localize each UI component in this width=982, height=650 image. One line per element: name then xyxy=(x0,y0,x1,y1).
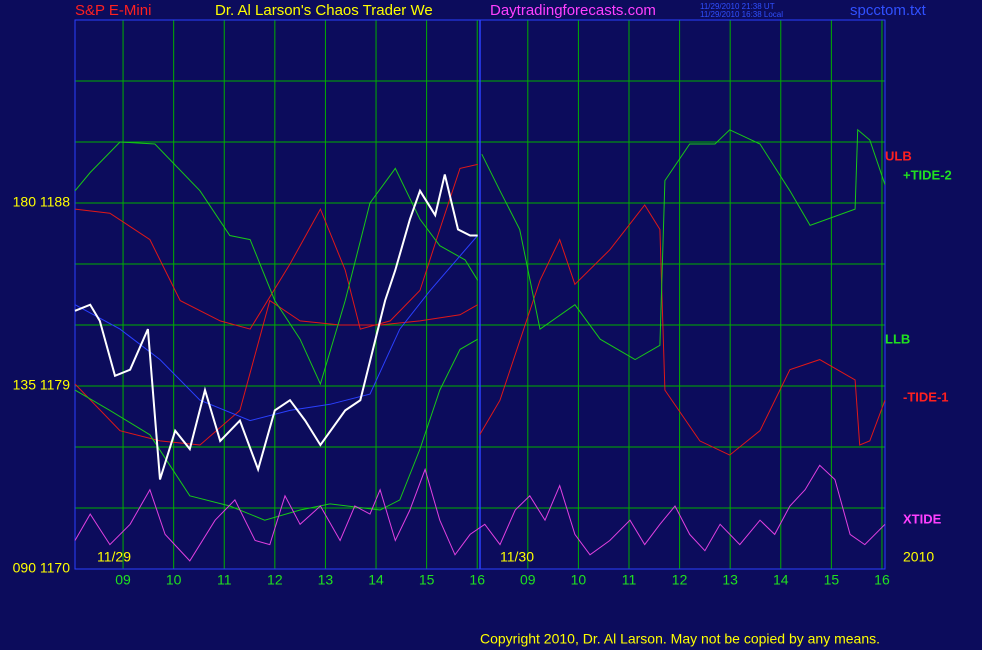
series-line xyxy=(74,128,886,386)
x-tick-label: 16 xyxy=(469,572,485,588)
line-label: LLB xyxy=(885,331,910,346)
timestamp-ut: 11/29/2010 21:38 UT xyxy=(700,2,775,11)
x-tick-label: 11 xyxy=(622,572,637,588)
x-tick-label: 10 xyxy=(571,572,587,588)
y-tick-label: 090 1170 xyxy=(13,560,71,576)
date-label: 11/29 xyxy=(97,549,131,565)
line-label: +TIDE-2 xyxy=(903,167,952,182)
line-label: -TIDE-1 xyxy=(903,389,949,404)
line-label: XTIDE xyxy=(903,511,942,526)
x-tick-label: 15 xyxy=(824,572,840,588)
x-tick-label: 13 xyxy=(722,572,738,588)
x-tick-label: 14 xyxy=(368,572,384,588)
x-tick-label: 15 xyxy=(419,572,435,588)
x-tick-label: 11 xyxy=(217,572,232,588)
file-name: spcctom.txt xyxy=(850,2,927,19)
x-tick-label: 10 xyxy=(166,572,182,588)
series-line xyxy=(74,174,478,480)
site: Daytradingforecasts.com xyxy=(490,2,656,19)
chart-title: Dr. Al Larson's Chaos Trader We xyxy=(215,2,433,19)
x-tick-label: 09 xyxy=(115,572,131,588)
line-label: ULB xyxy=(885,148,912,163)
y-tick-label: 135 1179 xyxy=(13,377,71,393)
x-tick-label: 12 xyxy=(267,572,283,588)
copyright: Copyright 2010, Dr. Al Larson. May not b… xyxy=(480,631,880,647)
x-tick-label: 13 xyxy=(318,572,334,588)
y-tick-label: 180 1188 xyxy=(13,194,71,210)
x-tick-label: 14 xyxy=(773,572,789,588)
timestamp-local: 11/29/2010 16:38 Local xyxy=(700,10,783,19)
x-tick-label: 12 xyxy=(672,572,688,588)
instrument: S&P E-Mini xyxy=(75,2,151,19)
series-line xyxy=(74,464,886,562)
date-label: 2010 xyxy=(903,549,934,565)
x-tick-label: 16 xyxy=(874,572,890,588)
x-tick-label: 09 xyxy=(520,572,536,588)
date-label: 11/30 xyxy=(500,549,534,565)
series-line xyxy=(74,235,479,422)
series-line xyxy=(74,163,886,456)
